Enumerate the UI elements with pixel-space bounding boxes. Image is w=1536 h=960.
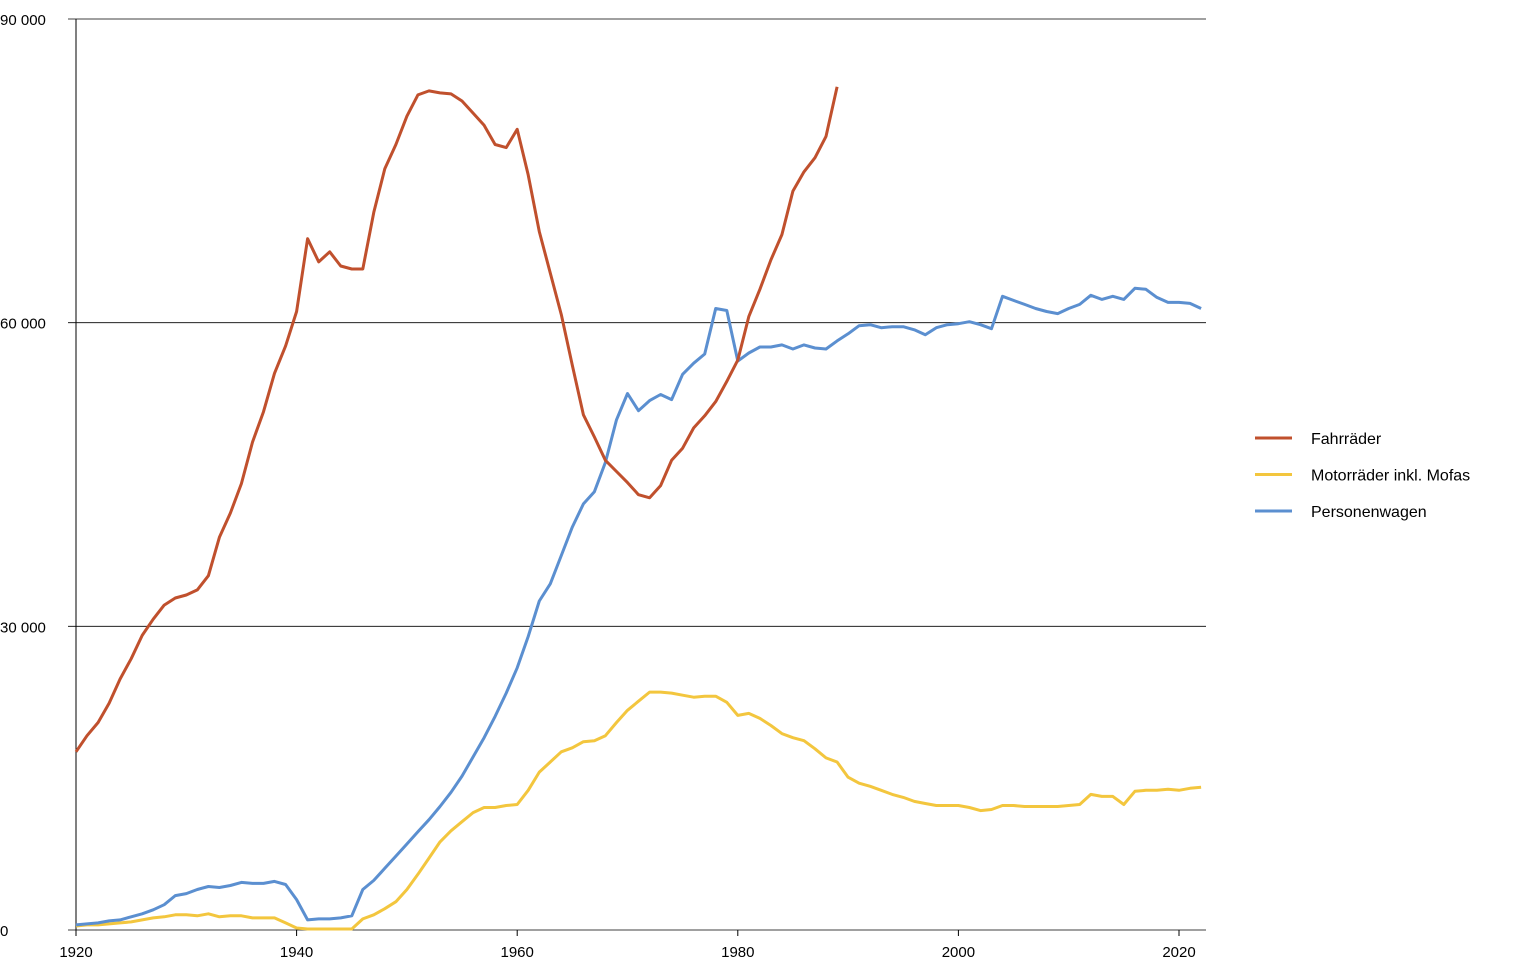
series-line-fahrr-der [74, 86, 839, 753]
y-tick-labels: 0 30 000 60 000 90 000 [0, 12, 46, 940]
legend-label: Personenwagen [1311, 504, 1427, 521]
x-tick-label: 2000 [942, 944, 975, 960]
gridlines [68, 18, 1206, 931]
legend-label: Fahrräder [1311, 431, 1382, 448]
legend-label: Motorräder inkl. Mofas [1311, 468, 1470, 485]
legend: Fahrräder Motorräder inkl. Mofas Personenw… [1255, 431, 1470, 521]
x-tick-label: 1940 [280, 944, 313, 960]
x-tick-label: 1920 [59, 944, 92, 960]
series-line-motorr-der-inkl-mofas [75, 690, 1202, 931]
y-tick-label: 60 000 [0, 316, 46, 333]
x-tick-label: 1960 [501, 944, 534, 960]
series-line-personenwagen [75, 286, 1202, 927]
x-tick-label: 2020 [1162, 944, 1195, 960]
y-tick-label: 30 000 [0, 619, 46, 636]
y-tick-label: 0 [0, 923, 8, 940]
axes [75, 19, 1180, 936]
x-tick-labels: 1920 1940 1960 1980 2000 2020 [59, 944, 1195, 960]
series-lines [74, 86, 1202, 931]
y-tick-label: 90 000 [0, 12, 46, 29]
x-tick-label: 1980 [721, 944, 754, 960]
